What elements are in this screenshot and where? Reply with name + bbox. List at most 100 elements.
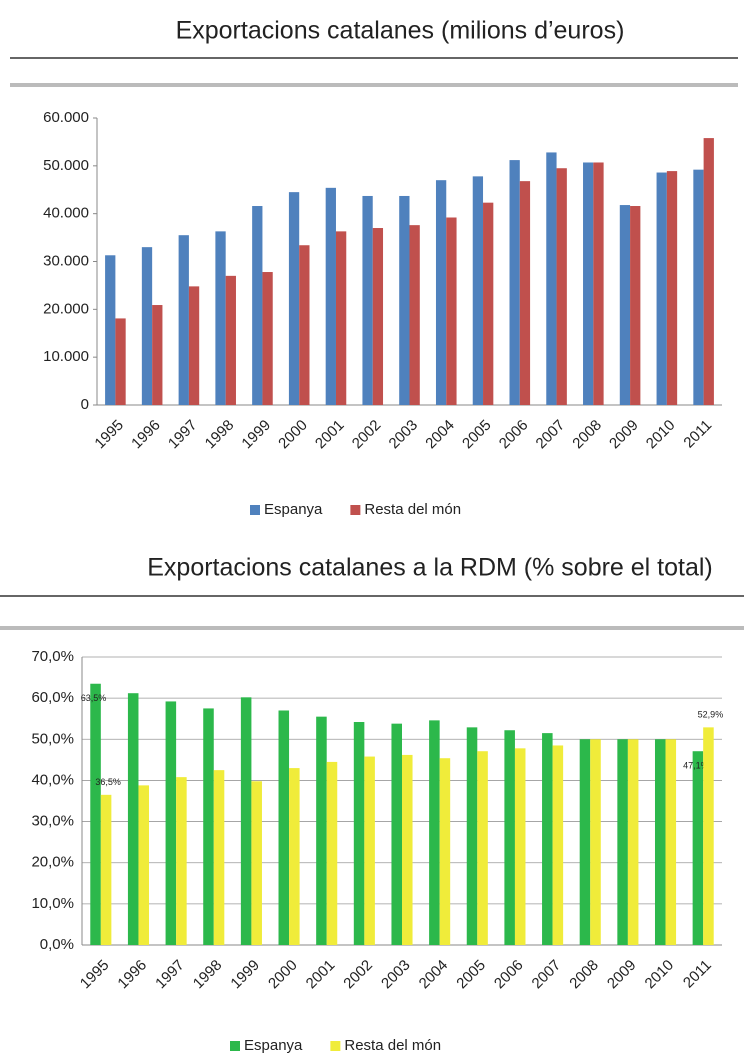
bar [316, 716, 327, 945]
bar [630, 206, 641, 405]
legend-swatch [230, 1041, 240, 1051]
y-tick-label: 0,0% [40, 936, 74, 953]
x-tick-label: 2005 [459, 417, 495, 453]
x-tick-label: 2003 [378, 957, 414, 993]
bar [90, 683, 101, 945]
y-tick-label: 40,0% [31, 771, 74, 788]
bar [176, 777, 187, 945]
x-tick-label: 2010 [642, 957, 678, 993]
x-tick-label: 1998 [202, 417, 238, 453]
bar [353, 722, 365, 945]
bar [627, 739, 639, 945]
bar [391, 723, 402, 945]
y-tick-label: 10,0% [31, 895, 74, 912]
x-tick-label: 2006 [491, 957, 527, 993]
x-tick-label: 2009 [606, 417, 642, 453]
bar [519, 181, 531, 405]
bar [439, 758, 451, 945]
x-tick-label: 1999 [227, 957, 263, 993]
bar [579, 739, 591, 945]
bar [251, 781, 262, 945]
bar [514, 748, 526, 945]
bar [364, 756, 375, 945]
bar [477, 751, 488, 945]
bar [552, 745, 564, 945]
bar [325, 187, 336, 405]
x-tick-label: 1998 [190, 957, 226, 993]
x-tick-label: 2001 [303, 957, 339, 993]
x-tick-label: 2001 [312, 417, 348, 453]
y-tick-label: 60,0% [31, 689, 74, 706]
bar [665, 739, 677, 945]
bar [165, 701, 177, 945]
bar [152, 305, 163, 405]
bar [278, 710, 290, 945]
bar [240, 697, 252, 945]
x-tick-label: 2004 [422, 417, 458, 453]
x-tick-label: 2010 [643, 417, 679, 453]
bar [509, 160, 520, 405]
x-tick-label: 2003 [386, 417, 422, 453]
x-tick-label: 2000 [275, 417, 311, 453]
bar [252, 206, 263, 405]
x-tick-label: 1997 [152, 957, 188, 993]
bar [399, 195, 410, 405]
x-tick-label: 2011 [680, 417, 715, 452]
bar [593, 162, 604, 405]
bar [372, 228, 384, 405]
bar [666, 171, 678, 405]
bar [692, 751, 704, 945]
bar [262, 272, 273, 405]
legend-label: Resta del món [344, 1037, 441, 1054]
chart-title: Exportacions catalanes (milions d’euros) [176, 17, 625, 45]
bar [178, 235, 189, 405]
x-tick-label: 2009 [604, 957, 640, 993]
y-tick-label: 0 [81, 396, 89, 413]
bar [225, 275, 236, 405]
x-tick-label: 2000 [265, 957, 301, 993]
bar [203, 708, 214, 945]
bar [213, 770, 225, 945]
legend-swatch [250, 505, 260, 515]
bar [105, 255, 116, 405]
x-tick-label: 2008 [569, 417, 605, 453]
x-tick-label: 2007 [533, 417, 569, 453]
bar [100, 794, 112, 945]
x-tick-label: 1999 [238, 417, 274, 453]
data-label: 52,9% [698, 710, 724, 720]
bar [617, 739, 628, 945]
y-tick-label: 30,0% [31, 813, 74, 830]
bar [115, 318, 126, 405]
bar [656, 172, 667, 405]
bar [472, 176, 484, 405]
y-tick-label: 20.000 [43, 300, 89, 317]
bar [326, 761, 338, 945]
bar [483, 202, 494, 405]
legend-swatch [350, 505, 361, 515]
x-tick-label: 2004 [416, 957, 452, 993]
x-tick-label: 2002 [349, 417, 385, 453]
bar [409, 225, 420, 405]
bar [583, 162, 594, 405]
bar [215, 231, 226, 405]
bar [556, 168, 567, 405]
bar [127, 693, 139, 945]
bar [654, 739, 666, 945]
bar [402, 754, 413, 945]
y-tick-label: 40.000 [43, 205, 89, 222]
chart-title: Exportacions catalanes a la RDM (% sobre… [147, 554, 713, 582]
separator [10, 83, 738, 87]
legend-label: Espanya [264, 501, 323, 518]
bar [619, 205, 631, 405]
y-tick-label: 50,0% [31, 730, 74, 747]
data-label: 47,1% [683, 761, 709, 771]
y-tick-label: 10.000 [43, 348, 89, 365]
x-tick-label: 2007 [529, 957, 565, 993]
legend-label: Espanya [244, 1037, 303, 1054]
y-tick-label: 70,0% [31, 648, 74, 665]
bar [435, 180, 447, 405]
bar [590, 739, 601, 945]
bar [542, 733, 553, 945]
separator [0, 626, 744, 630]
